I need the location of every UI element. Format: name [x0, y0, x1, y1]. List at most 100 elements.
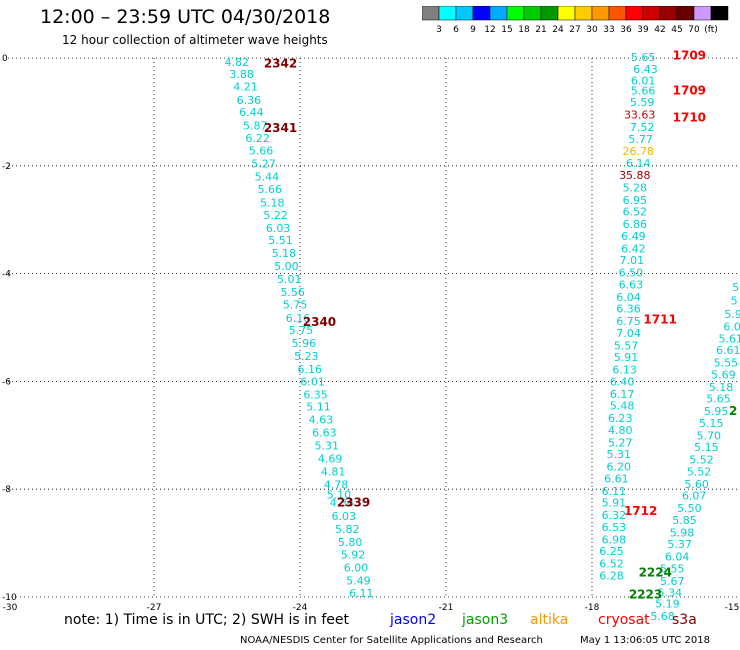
- colorbar-label: 39: [637, 25, 649, 35]
- colorbar-label: 27: [569, 25, 580, 35]
- swh-value: 5.49: [346, 574, 371, 587]
- colorbar-label: 42: [654, 25, 665, 35]
- x-tick-label: -21: [439, 603, 454, 613]
- swh-value: 5.65: [631, 51, 656, 64]
- swh-value: 6.95: [623, 194, 648, 207]
- swh-value: 6.17: [610, 388, 635, 401]
- swh-value: 4.82: [224, 56, 249, 69]
- pass-label: 2: [729, 404, 737, 418]
- swh-value: 6.61: [604, 472, 629, 485]
- y-tick-label: -2: [2, 162, 11, 172]
- swh-value: 5.98: [670, 526, 695, 539]
- swh-value: 6.44: [239, 106, 264, 119]
- legend-jason2: jason2: [390, 612, 437, 628]
- swh-value: 5.96: [292, 337, 317, 350]
- swh-value: 5.85: [672, 514, 697, 527]
- swh-value: 5: [732, 281, 739, 294]
- swh-value: 6.63: [312, 427, 337, 440]
- x-tick-label: -27: [147, 603, 162, 613]
- swh-value: 6.53: [602, 521, 627, 534]
- x-tick-label: -18: [585, 603, 600, 613]
- swh-value: 7.52: [630, 121, 655, 134]
- swh-value: 6.04: [616, 291, 641, 304]
- pass-label: 2340: [303, 315, 336, 329]
- swh-value: 6.63: [619, 278, 644, 291]
- legend-cryosat: cryosat: [598, 612, 650, 628]
- swh-value: 5.18: [272, 247, 297, 260]
- colorbar-label: 15: [501, 25, 512, 35]
- legend-jason3: jason3: [462, 612, 509, 628]
- swh-value: 5.57: [614, 339, 639, 352]
- y-tick-label: -6: [2, 377, 11, 387]
- swh-value: 5.56: [280, 286, 305, 299]
- swh-value: 6.32: [602, 509, 627, 522]
- swh-value: 5.50: [677, 502, 702, 515]
- colorbar-label: 70: [688, 25, 700, 35]
- colorbar-label: 6: [453, 25, 459, 35]
- note-text: note: 1) Time is in UTC; 2) SWH is in fe…: [64, 612, 350, 628]
- swh-value: 5.66: [631, 84, 656, 97]
- swh-value: 6.36: [616, 303, 641, 316]
- pass-label: 2224: [639, 566, 672, 580]
- legend-altika: altika: [530, 612, 569, 628]
- swh-value: 5.15: [694, 441, 719, 454]
- swh-value: 5.65: [706, 393, 731, 406]
- swh-value: 5.22: [263, 209, 288, 222]
- swh-value: 6.0: [723, 320, 740, 333]
- page-subtitle: 12 hour collection of altimeter wave hei…: [62, 33, 328, 47]
- swh-value: 6.40: [610, 375, 635, 388]
- swh-value: 5.52: [689, 454, 714, 467]
- swh-value: 6.23: [608, 412, 633, 425]
- swh-value: 5.27: [251, 158, 276, 171]
- swh-value: 4.34: [330, 497, 355, 510]
- y-tick-label: 0: [2, 54, 8, 64]
- swh-value: 6.11: [602, 485, 627, 498]
- swh-value: 6.86: [623, 218, 648, 231]
- swh-value: 5.34: [658, 587, 683, 600]
- swh-value: 6.14: [626, 157, 651, 170]
- page-title: 12:00 – 23:59 UTC 04/30/2018: [40, 6, 331, 28]
- swh-value: 6.42: [621, 242, 646, 255]
- swh-value: 5.01: [277, 273, 302, 286]
- swh-value: 5.75: [289, 324, 314, 337]
- swh-value: 5.66: [249, 145, 274, 158]
- swh-value: 5.31: [607, 448, 632, 461]
- y-tick-label: -8: [2, 485, 11, 495]
- swh-value: 6.28: [599, 569, 624, 582]
- swh-value: 5.52: [687, 465, 712, 478]
- swh-value: 3.88: [229, 68, 254, 81]
- pass-label: 2339: [337, 496, 370, 510]
- swh-value: 5.60: [684, 478, 709, 491]
- swh-value: 5.91: [614, 351, 639, 364]
- swh-value: 5.69: [711, 368, 736, 381]
- legend-s3a: s3a: [672, 612, 697, 628]
- swh-value: 5: [731, 295, 738, 308]
- x-tick-label: -24: [293, 603, 308, 613]
- swh-value: 6.52: [623, 206, 648, 219]
- swh-value: 5.68: [650, 610, 675, 623]
- swh-value: 4.78: [324, 478, 349, 491]
- swh-value: 6.03: [266, 222, 291, 235]
- pass-label: 1709: [673, 83, 706, 97]
- pass-label: 2342: [264, 56, 297, 70]
- swh-value: 5.18: [260, 196, 285, 209]
- y-tick-label: -4: [2, 270, 11, 280]
- swh-value: 5.70: [697, 429, 722, 442]
- swh-value: 5.87: [243, 119, 268, 132]
- swh-value: 6.35: [303, 388, 328, 401]
- colorbar-label: 36: [620, 25, 632, 35]
- swh-value: 5.19: [655, 597, 680, 610]
- colorbar-swatch: [710, 6, 729, 21]
- swh-value: 6.16: [286, 312, 311, 325]
- pass-label: 1712: [624, 504, 657, 518]
- swh-value: 5.92: [341, 548, 366, 561]
- swh-value: 5.55: [714, 357, 739, 370]
- swh-value: 5.77: [628, 133, 653, 146]
- swh-value: 6.25: [599, 545, 624, 558]
- swh-value: 5.91: [602, 497, 627, 510]
- swh-value: 5.80: [338, 536, 363, 549]
- pass-label: 1709: [673, 48, 706, 62]
- swh-value: 5.00: [274, 260, 299, 273]
- x-tick-label: -15: [725, 603, 740, 613]
- swh-value: 35.88: [619, 169, 651, 182]
